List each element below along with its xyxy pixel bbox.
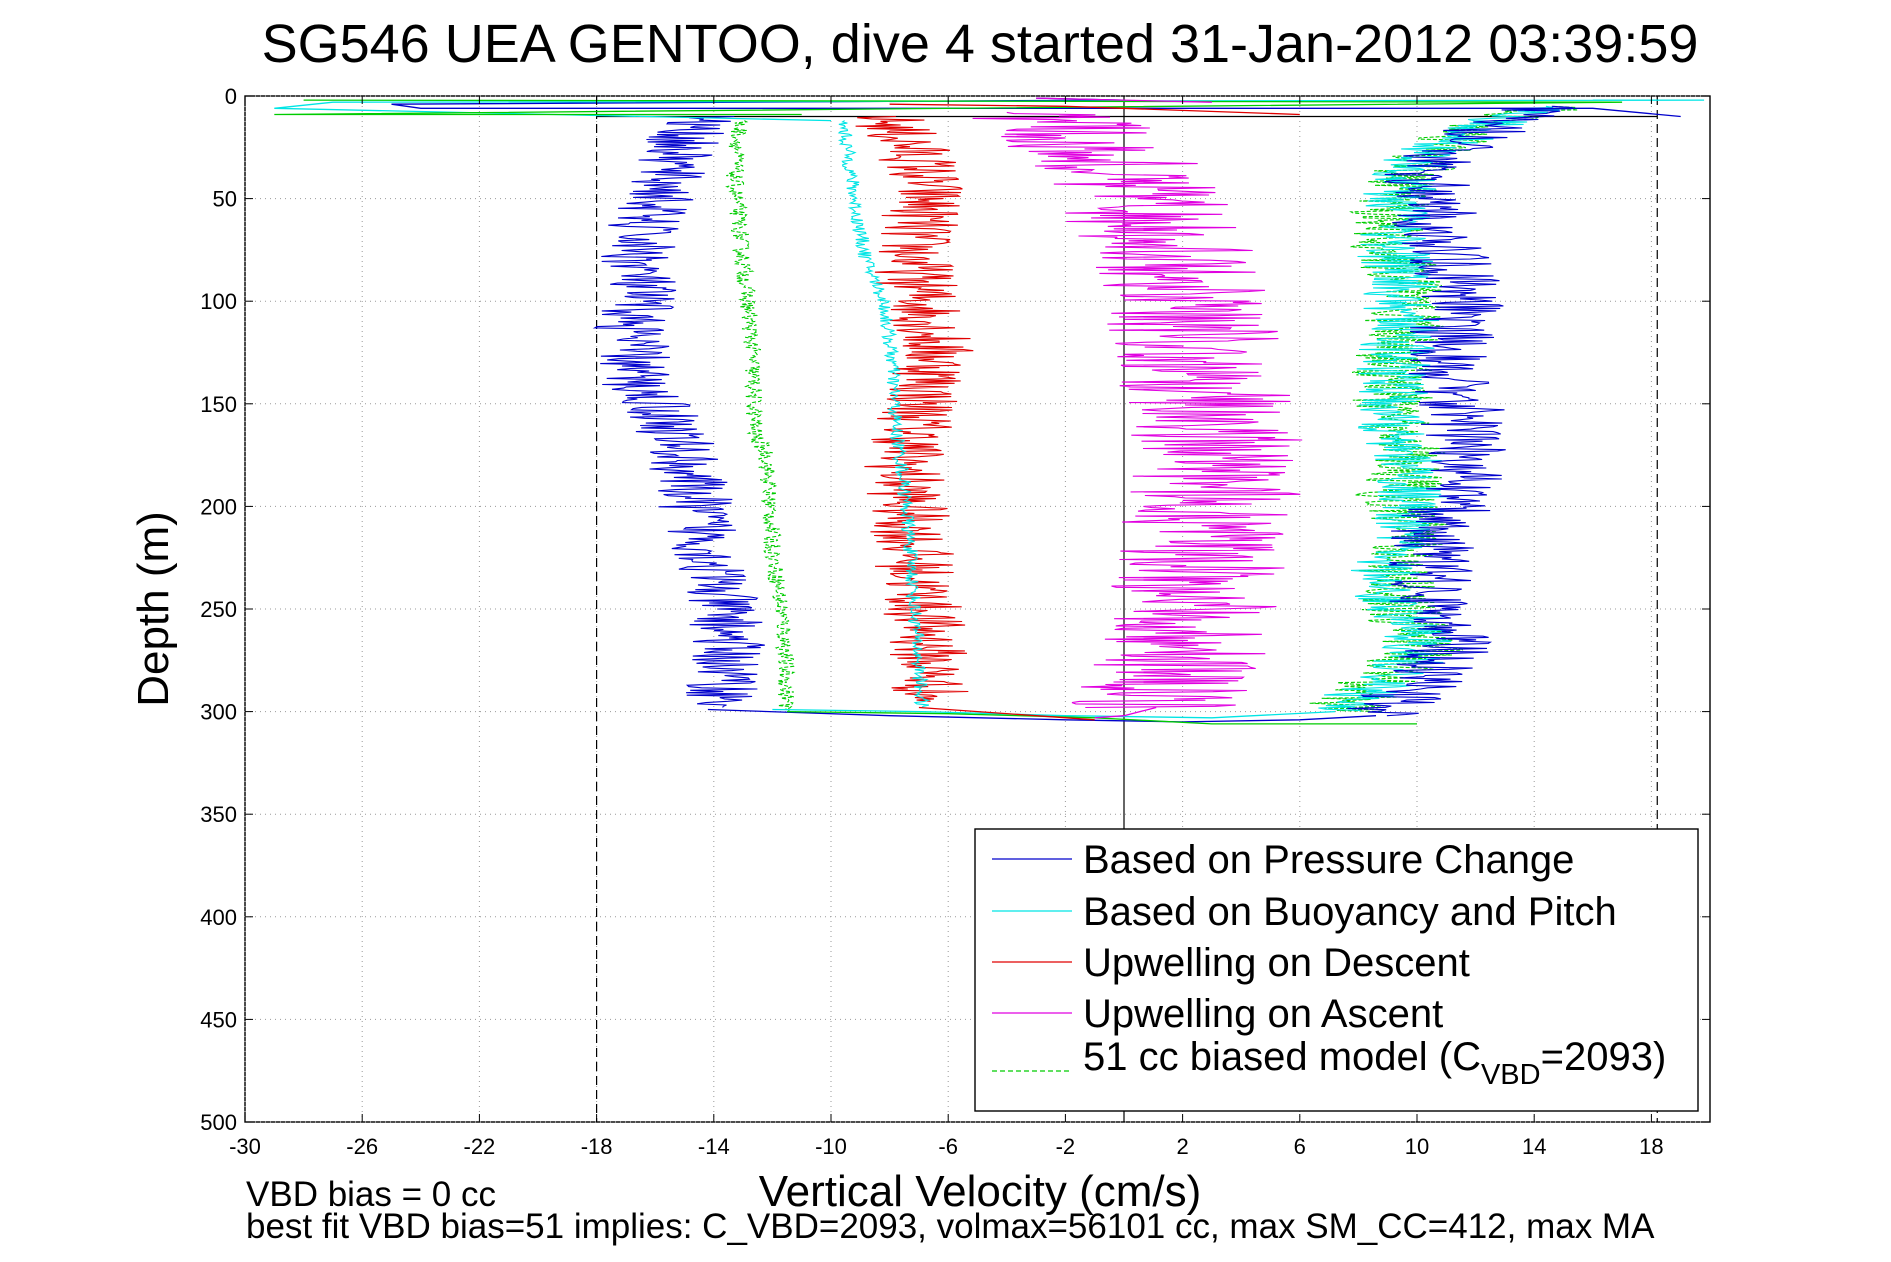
surface-spike-upw_descent bbox=[889, 103, 1300, 116]
legend-label-buoyancy: Based on Buoyancy and Pitch bbox=[1083, 890, 1617, 934]
legend-label-pressure: Based on Pressure Change bbox=[1083, 838, 1574, 882]
y-tick-label: 150 bbox=[200, 392, 237, 417]
y-tick-label: 200 bbox=[200, 494, 237, 519]
x-tick-label: -10 bbox=[815, 1134, 847, 1159]
x-tick-label: -14 bbox=[698, 1134, 730, 1159]
bottom-transition-pressure bbox=[707, 708, 1377, 723]
series-model-line bbox=[1309, 105, 1578, 713]
y-tick-label: 0 bbox=[225, 84, 237, 109]
plot-area: -30 -26 -22 -18 -14 -10 -6 -2 2 6 10 14 180501001502… bbox=[200, 84, 1711, 1159]
legend: Based on Pressure Change Based on Buoyanc… bbox=[974, 828, 1699, 1112]
legend-box bbox=[974, 828, 1699, 1112]
x-tick-label: -2 bbox=[1056, 1134, 1076, 1159]
x-tick-label: -30 bbox=[229, 1134, 261, 1159]
y-tick-label: 500 bbox=[200, 1110, 237, 1135]
series-buoyancy-line bbox=[1318, 105, 1560, 713]
legend-label-subscript: VBD bbox=[1481, 1059, 1541, 1091]
legend-entries: Based on Pressure Change Based on Buoyanc… bbox=[992, 838, 1666, 1091]
x-tick-label: 10 bbox=[1405, 1134, 1429, 1159]
y-axis-label: Depth (m) bbox=[129, 511, 178, 707]
series-model-line bbox=[725, 120, 796, 713]
series-upw_descent-line bbox=[855, 115, 974, 702]
x-tick-label: -22 bbox=[464, 1134, 496, 1159]
series-layer bbox=[274, 97, 1705, 725]
series-buoyancy-line bbox=[837, 120, 931, 708]
x-tick-label: 6 bbox=[1294, 1134, 1306, 1159]
legend-label-model: 51 cc biased model (CVBD=2093) bbox=[1083, 1035, 1666, 1091]
bottom-transition-upw_descent bbox=[918, 706, 1095, 721]
y-tick-label: 100 bbox=[200, 289, 237, 314]
best-fit-note: best fit VBD bias=51 implies: C_VBD=2093… bbox=[246, 1207, 1655, 1246]
y-tick-label: 350 bbox=[200, 802, 237, 827]
y-tick-label: 450 bbox=[200, 1007, 237, 1032]
y-tick-label: 50 bbox=[213, 187, 237, 212]
legend-label-tail: =2093) bbox=[1541, 1035, 1667, 1079]
y-tick-label: 250 bbox=[200, 597, 237, 622]
series-pressure-line bbox=[592, 115, 765, 708]
bottom-transition-upw_ascent bbox=[1094, 706, 1157, 719]
x-axis-label: Vertical Velocity (cm/s) bbox=[759, 1167, 1202, 1216]
legend-label-upw_descent: Upwelling on Descent bbox=[1083, 941, 1470, 985]
y-tick-label: 400 bbox=[200, 905, 237, 930]
x-tick-label: -6 bbox=[938, 1134, 958, 1159]
y-tick-label: 300 bbox=[200, 700, 237, 725]
axis-ticks: -30 -26 -22 -18 -14 -10 -6 -2 2 6 10 14 180501001502… bbox=[200, 84, 1710, 1159]
x-tick-label: 2 bbox=[1176, 1134, 1188, 1159]
chart-title: SG546 UEA GENTOO, dive 4 started 31-Jan-… bbox=[262, 14, 1699, 74]
x-tick-label: -18 bbox=[581, 1134, 613, 1159]
series-upw_ascent-line bbox=[972, 111, 1303, 709]
x-tick-label: -26 bbox=[346, 1134, 378, 1159]
x-tick-label: 18 bbox=[1639, 1134, 1663, 1159]
legend-label-upw_ascent: Upwelling on Ascent bbox=[1083, 992, 1443, 1036]
x-tick-label: 14 bbox=[1522, 1134, 1546, 1159]
legend-label-main: 51 cc biased model (C bbox=[1083, 1035, 1481, 1079]
bottom-transition-buoyancy bbox=[772, 708, 1336, 719]
bias-note: VBD bias = 0 cc bbox=[246, 1175, 496, 1214]
series-pressure-line bbox=[1347, 105, 1573, 717]
surface-spike-model bbox=[274, 99, 1623, 116]
